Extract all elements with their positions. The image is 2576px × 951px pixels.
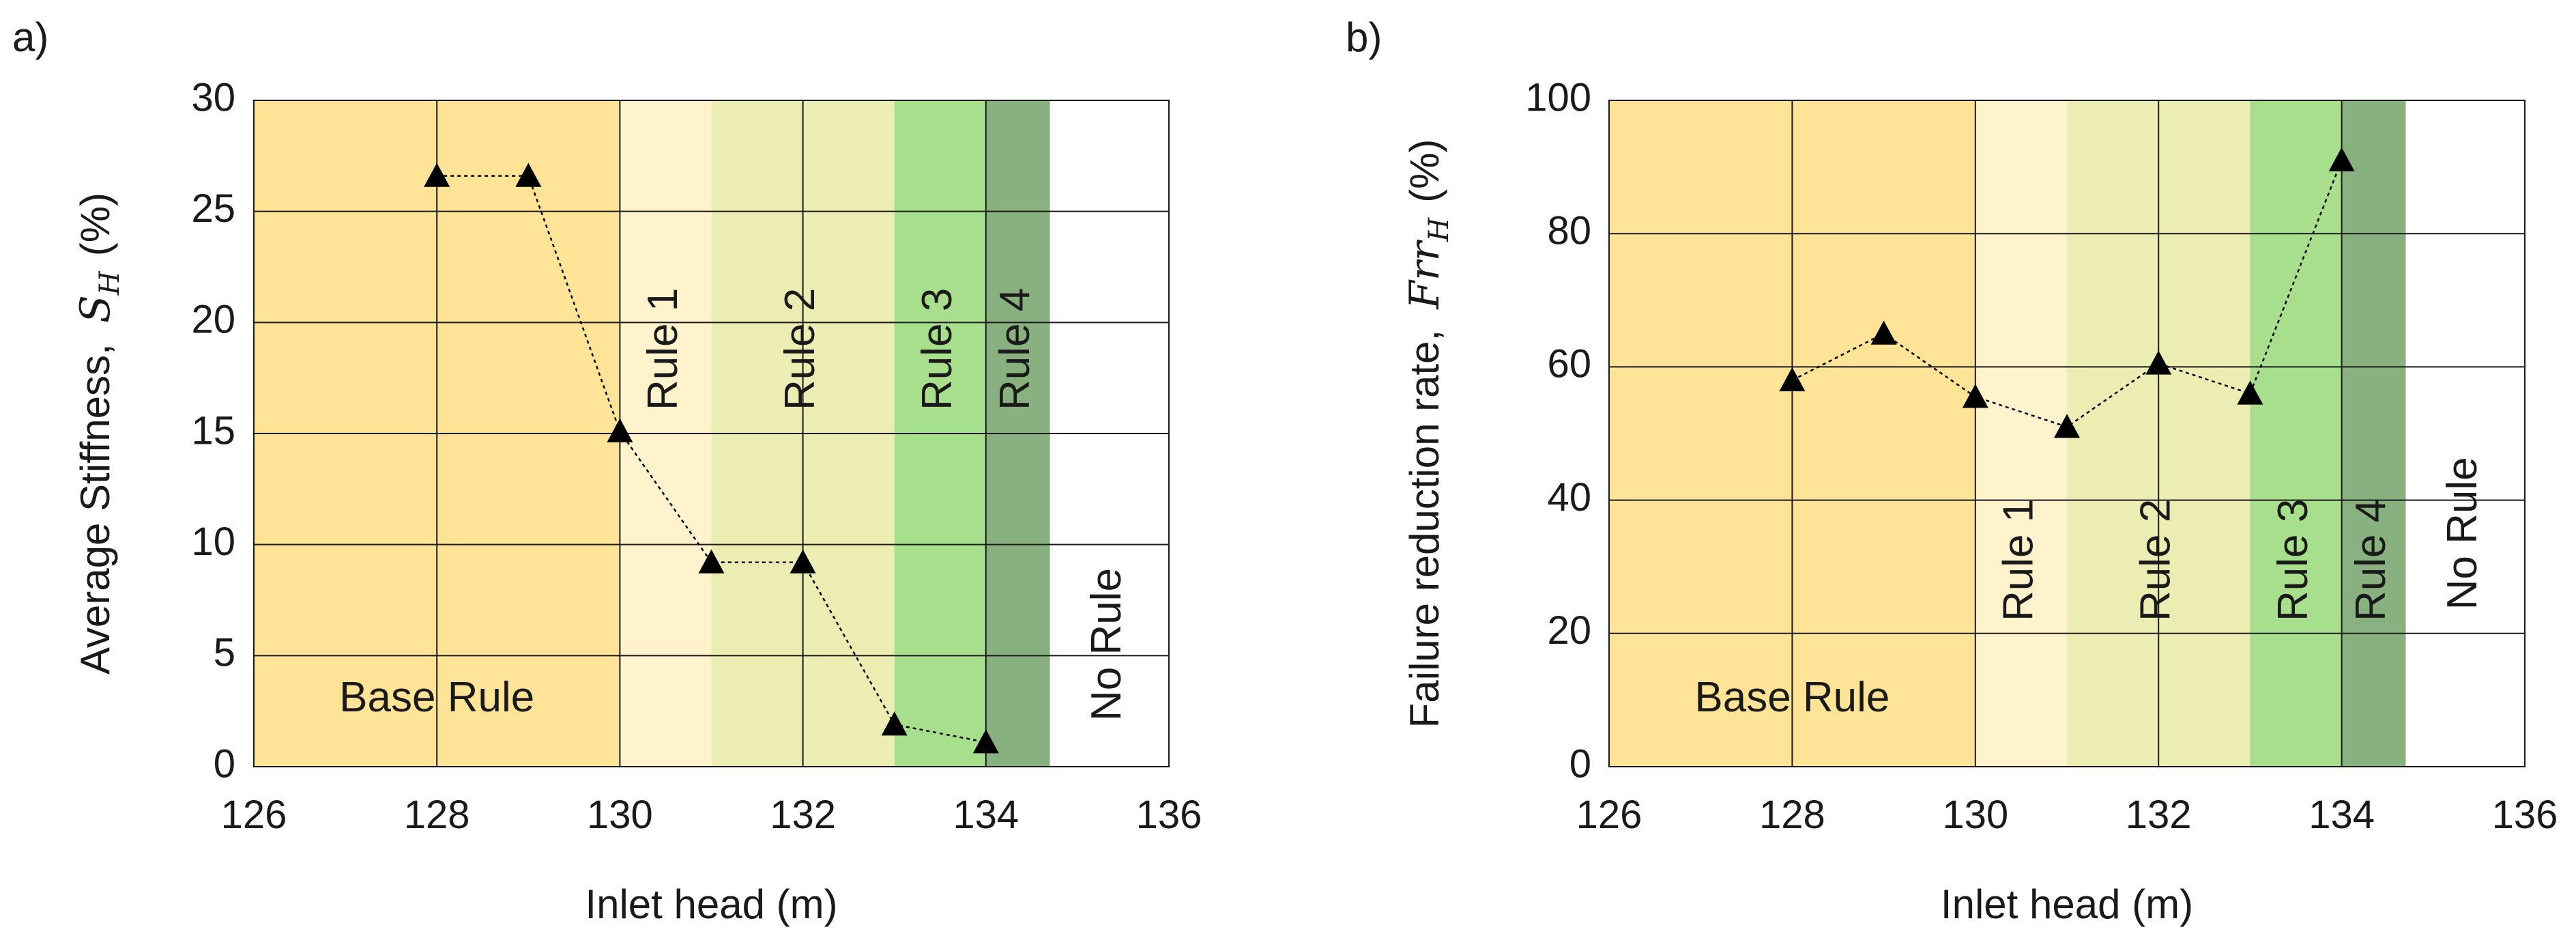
panel-a: a) Base Rule Rule 1 Rule 2 Rule 3 Rule 4 No Ru…	[12, 14, 1202, 927]
y-tick-label: 5	[214, 631, 235, 675]
y-tick-label: 20	[1547, 608, 1591, 653]
data-point	[972, 729, 999, 754]
y-axis-title: Failure reduction rate, FrrH (%)	[1401, 139, 1455, 728]
y-axis-title-unit: (%)	[72, 193, 118, 256]
x-tick-label: 136	[1136, 793, 1202, 837]
region-label: Base Rule	[1694, 674, 1890, 721]
y-axis-title-subscript: H	[1423, 217, 1455, 242]
data-point	[607, 418, 633, 442]
data-point	[2328, 147, 2355, 171]
y-tick-label: 80	[1547, 209, 1591, 253]
y-axis-title-text: Average Stiffness,	[72, 343, 118, 675]
y-tick-label: 10	[191, 520, 235, 564]
x-tick-label: 128	[404, 793, 470, 837]
region-label: Rule 1	[1995, 499, 2042, 621]
plot-border	[253, 100, 1170, 767]
y-axis-title-symbol: S	[72, 295, 119, 323]
x-tick-label: 128	[1759, 793, 1825, 837]
data-point	[2145, 350, 2172, 375]
y-axis-title-unit: (%)	[1402, 139, 1447, 203]
region-band-rule-1	[1975, 100, 2067, 767]
region-label: Rule 1	[639, 288, 686, 410]
region-label: Rule 3	[914, 288, 961, 410]
panel-label: a)	[12, 14, 48, 60]
region-label: No Rule	[2439, 457, 2486, 610]
x-tick-label: 126	[1576, 793, 1642, 837]
y-tick-label: 15	[191, 408, 235, 453]
y-tick-label: 25	[191, 186, 235, 231]
region-label: Rule 2	[777, 288, 824, 410]
panel-label: b)	[1346, 14, 1382, 60]
region-label: Rule 3	[2270, 499, 2317, 621]
data-point	[698, 549, 725, 573]
x-tick-label: 134	[953, 793, 1019, 837]
data-point	[2237, 380, 2263, 405]
y-axis-title-text: Failure reduction rate,	[1402, 330, 1447, 728]
region-label: Rule 2	[2132, 499, 2180, 621]
y-axis-title: Average Stiffness, SH (%)	[72, 193, 126, 675]
region-band-rule-3	[2250, 100, 2342, 767]
y-axis-title-symbol: Frr	[1401, 239, 1449, 309]
y-tick-label: 60	[1547, 342, 1591, 386]
x-tick-label: 130	[1942, 793, 2008, 837]
x-axis-title: Inlet head (m)	[585, 881, 837, 927]
y-tick-label: 20	[191, 298, 235, 342]
region-label: Rule 4	[992, 288, 1039, 410]
y-axis-title-subscript: H	[94, 270, 126, 296]
region-label: Rule 4	[2347, 499, 2394, 621]
y-tick-label: 100	[1525, 75, 1591, 119]
region-band-rule-4	[2341, 100, 2406, 767]
x-tick-label: 132	[2126, 793, 2192, 837]
data-point	[2054, 414, 2080, 438]
data-point	[515, 162, 542, 187]
y-tick-label: 30	[191, 75, 235, 119]
data-point	[424, 162, 450, 187]
plot-border	[1608, 100, 2526, 767]
data-point	[1870, 320, 1897, 345]
data-point	[790, 549, 816, 573]
region-label: No Rule	[1083, 568, 1130, 721]
region-band-no-rule	[2405, 100, 2525, 767]
y-tick-label: 0	[214, 741, 235, 786]
x-tick-label: 130	[587, 793, 653, 837]
x-axis-title: Inlet head (m)	[1941, 881, 2193, 927]
x-tick-label: 136	[2492, 793, 2558, 837]
y-axis-title-gap	[1402, 309, 1447, 330]
y-tick-label: 40	[1547, 475, 1591, 520]
x-tick-label: 126	[221, 793, 287, 837]
region-label: Base Rule	[339, 674, 534, 721]
panel-b: b) Base Rule Rule 1 Rule 2 Rule 3 Rule 4 No Ru…	[1346, 14, 2558, 927]
x-tick-label: 132	[770, 793, 836, 837]
data-point	[1779, 367, 1806, 392]
data-point	[1962, 384, 1988, 408]
y-axis-title-gap	[72, 323, 118, 343]
x-tick-label: 134	[2309, 793, 2375, 837]
y-tick-label: 0	[1569, 741, 1591, 786]
data-point	[881, 711, 908, 736]
